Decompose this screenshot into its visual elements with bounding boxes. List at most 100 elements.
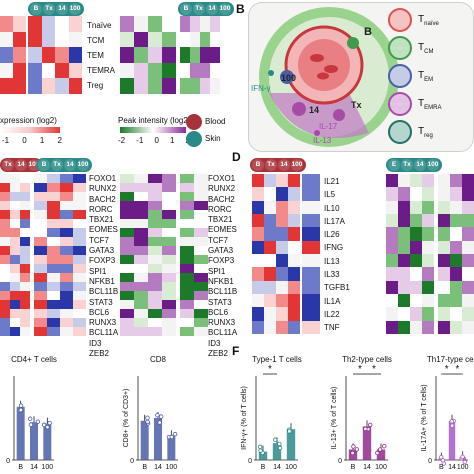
heatmap-cell [276,320,288,334]
heatmap-cell [134,309,148,318]
y-axis-label: IL-13+ (% of T cells) [331,387,338,450]
heatmap-cell [0,327,10,336]
heatmap-cell [0,273,10,282]
heatmap-cell [73,219,86,228]
legend-sub: EMRA [424,105,442,111]
bar [272,443,282,460]
heatmap-cell [134,255,148,264]
heatmap-cell [422,307,434,321]
heatmap-cell [60,228,73,237]
gene-label: IL21 [324,177,340,186]
heatmap-cell [47,282,60,291]
heatmap-cell [162,318,176,327]
heatmap-cell [162,291,176,300]
heatmap-cell [264,240,276,254]
heatmap-cell [134,282,148,291]
y-tick-label: 0 [428,458,432,465]
heatmap-cell [422,293,434,308]
heatmap-cell [252,267,264,281]
tick: -1 [136,136,144,145]
data-point [462,459,467,465]
heatmap-cell [13,62,26,79]
heatmap-cell [60,246,73,255]
heatmap-cell [47,219,60,228]
heatmap-cell [264,227,276,241]
heatmap-cell [398,280,410,294]
heatmap-cell [148,174,162,183]
heatmap-cell [302,267,320,281]
heatmap-cell [10,201,20,210]
heatmap-cell [120,62,134,79]
heatmap-cell [462,174,474,188]
heatmap-cell [148,78,162,94]
heatmap-cell [73,264,86,273]
heatmap-cell [34,192,47,201]
heatmap-cell [148,246,162,255]
gene-label: TCF7 [208,235,228,245]
heatmap-cell [0,264,10,273]
heatmap-cell [194,219,208,228]
heatmap-cell [148,300,162,309]
legend-peak-ticks: -2 -1 0 1 2 [118,137,190,145]
heatmap-cell [162,282,176,291]
heatmap-cell [10,246,20,255]
heatmap-cell [60,291,73,300]
gene-label: BCL11A [208,328,238,338]
legend-blood-dot [186,114,202,130]
heatmap-cell [60,174,73,183]
heatmap-cell [47,201,60,210]
heatmap-cell [134,300,148,309]
bar [362,426,372,460]
heatmap-cell [422,240,434,254]
chart-title: CD8 [150,355,167,364]
badge-tx: Tx [193,3,205,15]
heatmap-cell [386,240,398,254]
ifng-dot [268,70,274,76]
heatmap-cell [438,320,450,334]
heatmap-cell [410,267,422,281]
gene-label: RORC [89,204,113,214]
heatmap-cell [190,31,200,48]
heatmap-cell [422,267,434,281]
heatmap-cell [73,327,86,336]
heatmap-cell [302,320,320,334]
heatmap-cell [410,174,422,188]
heatmap-cell [386,253,398,268]
heatmap-cell [252,240,264,254]
heatmap-cell [398,200,410,214]
heatmap-cell [200,78,210,94]
heatmap-cell [20,201,30,210]
panel-letter-b: B [236,2,245,16]
heatmap-cell [73,201,86,210]
heatmap-cell [60,282,73,291]
heatmap-cell [34,228,47,237]
heatmap-cell [148,291,162,300]
heatmap-cell [55,62,69,79]
label-tx: Tx [351,100,362,110]
panel-letter-f: F [232,344,240,358]
heatmap-cell [73,255,86,264]
heatmap-cell [134,174,148,183]
heatmap-cell [134,318,148,327]
heatmap-cell [180,246,194,255]
badge-14: 14 [15,159,27,171]
data-point [145,419,150,425]
data-point [155,412,160,418]
legend-label: T [418,42,425,53]
label-il17: IL-17 [319,122,338,131]
heatmap-cell [194,192,208,201]
heatmap-cell [148,282,162,291]
heatmap-cell [200,31,210,48]
badge-14: 14 [64,159,76,171]
gene-label: FOXO1 [89,174,117,183]
legend-sub: reg [424,133,433,139]
heatmap-cell [13,31,26,48]
heatmap-cell [398,227,410,241]
heatmap-cell [438,187,450,201]
legend-temra-circle [388,92,412,116]
heatmap-d-blood [252,174,300,334]
badge-tx: Tx [401,159,413,171]
heatmap-cell [47,237,60,246]
heatmap-cell [55,78,69,94]
gene-label: TBX21 [89,215,114,225]
